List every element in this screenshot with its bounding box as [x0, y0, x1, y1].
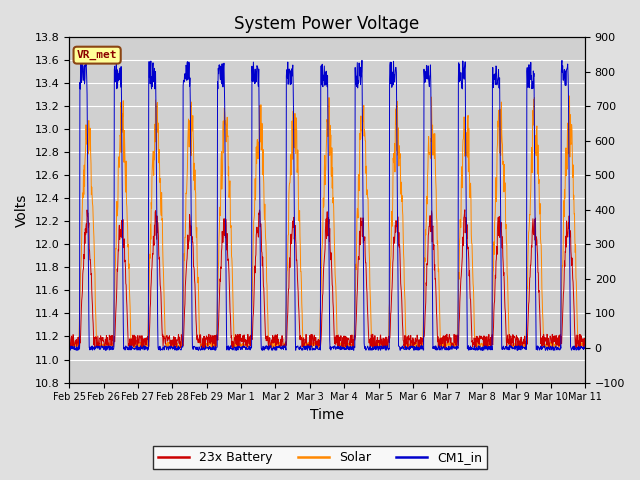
Text: VR_met: VR_met	[77, 50, 117, 60]
Legend: 23x Battery, Solar, CM1_in: 23x Battery, Solar, CM1_in	[153, 446, 487, 469]
Title: System Power Voltage: System Power Voltage	[234, 15, 420, 33]
X-axis label: Time: Time	[310, 408, 344, 422]
Y-axis label: Volts: Volts	[15, 193, 29, 227]
